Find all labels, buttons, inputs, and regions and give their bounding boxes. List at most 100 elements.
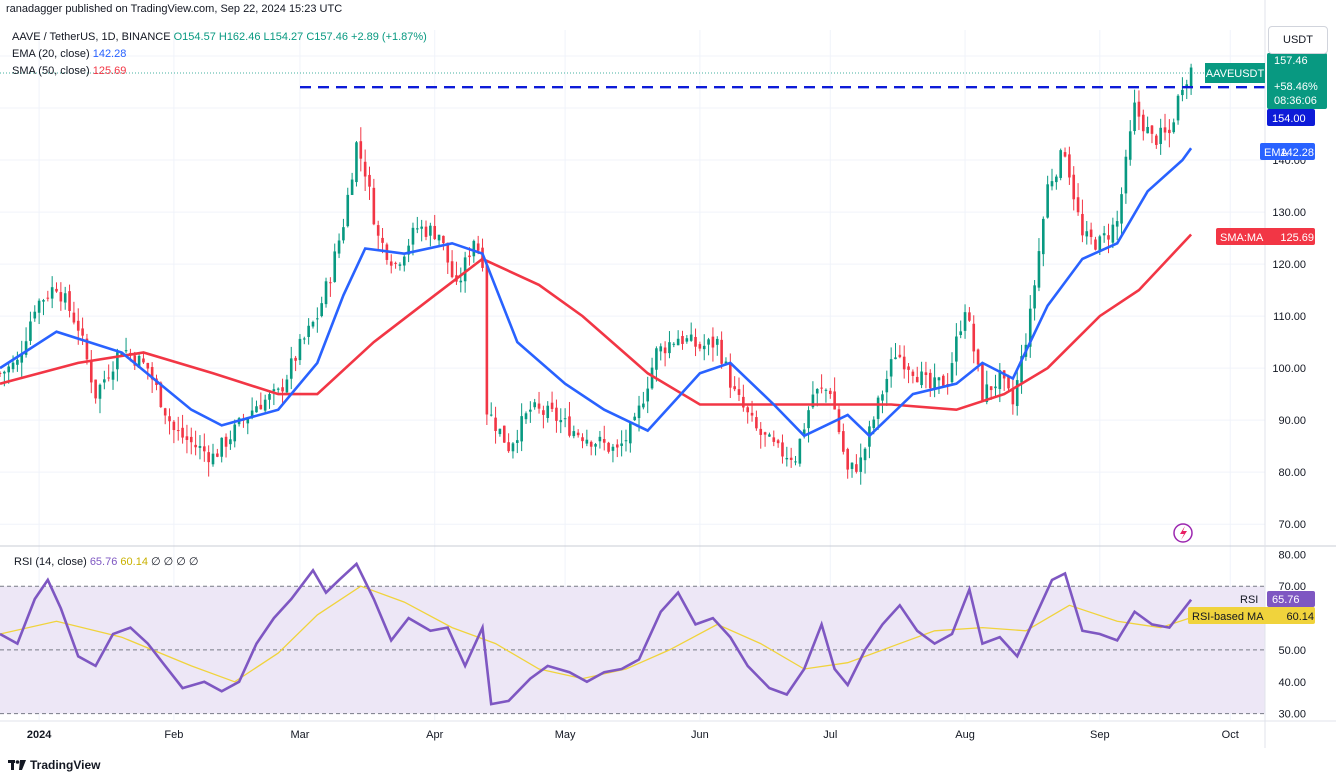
candle-body	[1120, 194, 1123, 224]
candle-body	[381, 237, 384, 243]
candle-body	[1046, 184, 1049, 218]
candle-body	[1150, 125, 1154, 134]
sma-legend-value: 125.69	[92, 65, 127, 77]
candle-body	[1081, 213, 1084, 236]
candle-body	[750, 412, 754, 416]
ema-legend-row[interactable]: EMA (20, close) 142.28	[12, 46, 427, 63]
candle-body	[194, 444, 197, 448]
candle-body	[1037, 251, 1041, 288]
candle-body	[1128, 131, 1132, 160]
candle-body	[585, 439, 589, 444]
last-price-text: 157.46	[1274, 55, 1308, 67]
candle-body	[137, 355, 141, 368]
candle-body	[24, 341, 28, 355]
candle-body	[633, 416, 636, 421]
ohlc-change: +2.89 (+1.87%)	[351, 31, 427, 43]
candle-body	[902, 356, 906, 370]
candle-body	[468, 255, 471, 258]
symbol-name[interactable]: AAVE / TetherUS, 1D, BINANCE	[12, 31, 171, 43]
candle-body	[333, 251, 337, 282]
symbol-row: AAVE / TetherUS, 1D, BINANCE O154.57 H16…	[12, 29, 427, 46]
time-tick-label: Feb	[164, 729, 183, 741]
candle-body	[216, 453, 219, 457]
candle-body	[368, 174, 371, 187]
candle-body	[350, 179, 354, 195]
candle-body	[85, 338, 89, 360]
candle-body	[837, 409, 841, 433]
tradingview-logo-text: TradingView	[30, 758, 101, 772]
candle-body	[498, 428, 502, 435]
rsi-ma-line	[0, 585, 1192, 683]
candle-body	[663, 347, 667, 354]
lightning-icon[interactable]	[1173, 523, 1193, 543]
sma-50-line	[0, 233, 1193, 412]
candle-body	[272, 389, 276, 392]
sma-legend-row[interactable]: SMA (50, close) 125.69	[12, 63, 427, 80]
candle-body	[494, 417, 497, 431]
candle-body	[107, 377, 110, 379]
candle-body	[472, 240, 476, 257]
candle-body	[311, 321, 315, 327]
candle-body	[742, 396, 745, 408]
candle-body	[524, 413, 528, 420]
candle-body	[1020, 356, 1023, 383]
candle-body	[689, 334, 693, 341]
currency-button[interactable]: USDT	[1268, 26, 1328, 54]
time-tick-label: Oct	[1222, 729, 1239, 741]
candle-body	[59, 292, 63, 302]
candle-body	[324, 281, 328, 305]
pct-change-text: +58.46%	[1274, 81, 1318, 93]
candle-body	[898, 354, 902, 358]
candle-body	[1133, 102, 1136, 132]
candle-body	[1172, 122, 1176, 133]
candle-body	[329, 282, 332, 284]
price-tick-label: 70.00	[1278, 519, 1306, 531]
candle-body	[802, 429, 806, 436]
candle-body	[559, 420, 563, 423]
candle-body	[407, 245, 410, 255]
candle-body	[429, 225, 432, 236]
candle-body	[224, 436, 228, 447]
candle-body	[842, 431, 845, 452]
candle-body	[150, 367, 154, 380]
candle-body	[1163, 127, 1167, 133]
price-tick-label: 130.00	[1272, 207, 1306, 219]
tradingview-logo[interactable]: TradingView	[8, 758, 100, 772]
level-tag-text: 154.00	[1272, 113, 1306, 125]
candle-body	[124, 350, 128, 352]
ema-legend-value: 142.28	[92, 48, 127, 60]
price-tick-label: 80.00	[1278, 467, 1306, 479]
candle-body	[576, 432, 580, 436]
candle-body	[537, 403, 541, 409]
rsi-tag	[1267, 591, 1315, 607]
candle-body	[694, 336, 697, 347]
rsi-tick-label: 40.00	[1278, 677, 1306, 689]
time-tick-label: Mar	[290, 729, 309, 741]
candle-body	[676, 338, 680, 346]
candle-body	[1072, 174, 1076, 200]
candle-body	[950, 363, 954, 383]
candle-body	[711, 336, 715, 348]
candle-body	[72, 312, 76, 323]
candle-body	[63, 293, 67, 303]
time-axis[interactable]: 2024 Feb Mar Apr May Jun Jul Aug Sep Oct	[27, 729, 1239, 741]
candle-body	[1063, 152, 1067, 157]
candle-body	[463, 257, 467, 282]
candle-body	[37, 300, 41, 313]
price-tick-label: 120.00	[1272, 259, 1306, 271]
candle-body	[937, 377, 941, 381]
candle-body	[798, 438, 802, 464]
candle-body	[768, 434, 771, 437]
candle-body	[81, 328, 84, 336]
candle-body	[133, 355, 137, 366]
candle-body	[168, 416, 171, 422]
rsi-legend[interactable]: RSI (14, close) 65.76 60.14 ∅ ∅ ∅ ∅	[14, 555, 199, 568]
candle-body	[363, 161, 367, 177]
candle-body	[1050, 181, 1054, 187]
candle-body	[198, 445, 202, 448]
candle-body	[815, 389, 819, 394]
candle-body	[116, 352, 119, 370]
candle-body	[763, 432, 767, 435]
